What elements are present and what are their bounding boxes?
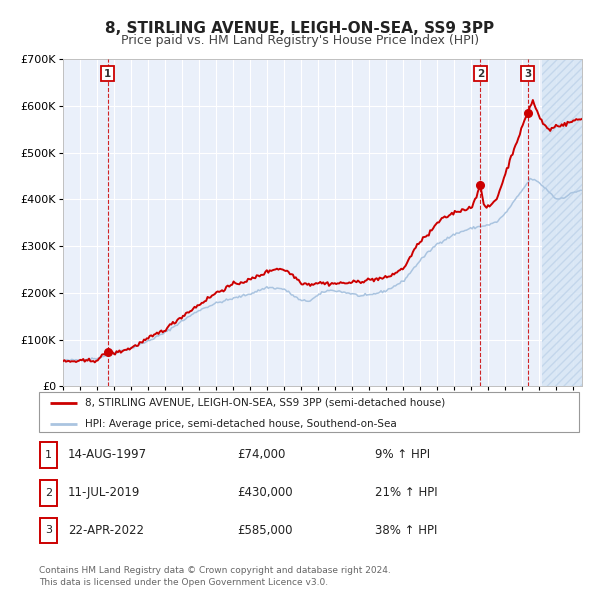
Bar — [40, 480, 57, 506]
Text: 9% ↑ HPI: 9% ↑ HPI — [375, 448, 430, 461]
Text: Contains HM Land Registry data © Crown copyright and database right 2024.
This d: Contains HM Land Registry data © Crown c… — [39, 566, 391, 587]
Text: Price paid vs. HM Land Registry's House Price Index (HPI): Price paid vs. HM Land Registry's House … — [121, 34, 479, 47]
Text: 2: 2 — [477, 69, 484, 78]
Text: £74,000: £74,000 — [237, 448, 286, 461]
Text: £430,000: £430,000 — [237, 486, 293, 499]
Text: 14-AUG-1997: 14-AUG-1997 — [68, 448, 147, 461]
Text: 22-APR-2022: 22-APR-2022 — [68, 524, 144, 537]
Text: 1: 1 — [45, 450, 52, 460]
Text: 3: 3 — [45, 526, 52, 535]
Text: 8, STIRLING AVENUE, LEIGH-ON-SEA, SS9 3PP (semi-detached house): 8, STIRLING AVENUE, LEIGH-ON-SEA, SS9 3P… — [85, 398, 445, 408]
Text: 11-JUL-2019: 11-JUL-2019 — [68, 486, 140, 499]
Bar — [40, 517, 57, 543]
Bar — [542, 59, 582, 386]
Text: £585,000: £585,000 — [237, 524, 293, 537]
Text: 2: 2 — [45, 488, 52, 497]
Text: HPI: Average price, semi-detached house, Southend-on-Sea: HPI: Average price, semi-detached house,… — [85, 419, 397, 429]
Text: 21% ↑ HPI: 21% ↑ HPI — [375, 486, 437, 499]
Text: 38% ↑ HPI: 38% ↑ HPI — [375, 524, 437, 537]
Text: 1: 1 — [104, 69, 111, 78]
Bar — [40, 442, 57, 468]
Text: 8, STIRLING AVENUE, LEIGH-ON-SEA, SS9 3PP: 8, STIRLING AVENUE, LEIGH-ON-SEA, SS9 3P… — [106, 21, 494, 35]
Text: 3: 3 — [524, 69, 532, 78]
